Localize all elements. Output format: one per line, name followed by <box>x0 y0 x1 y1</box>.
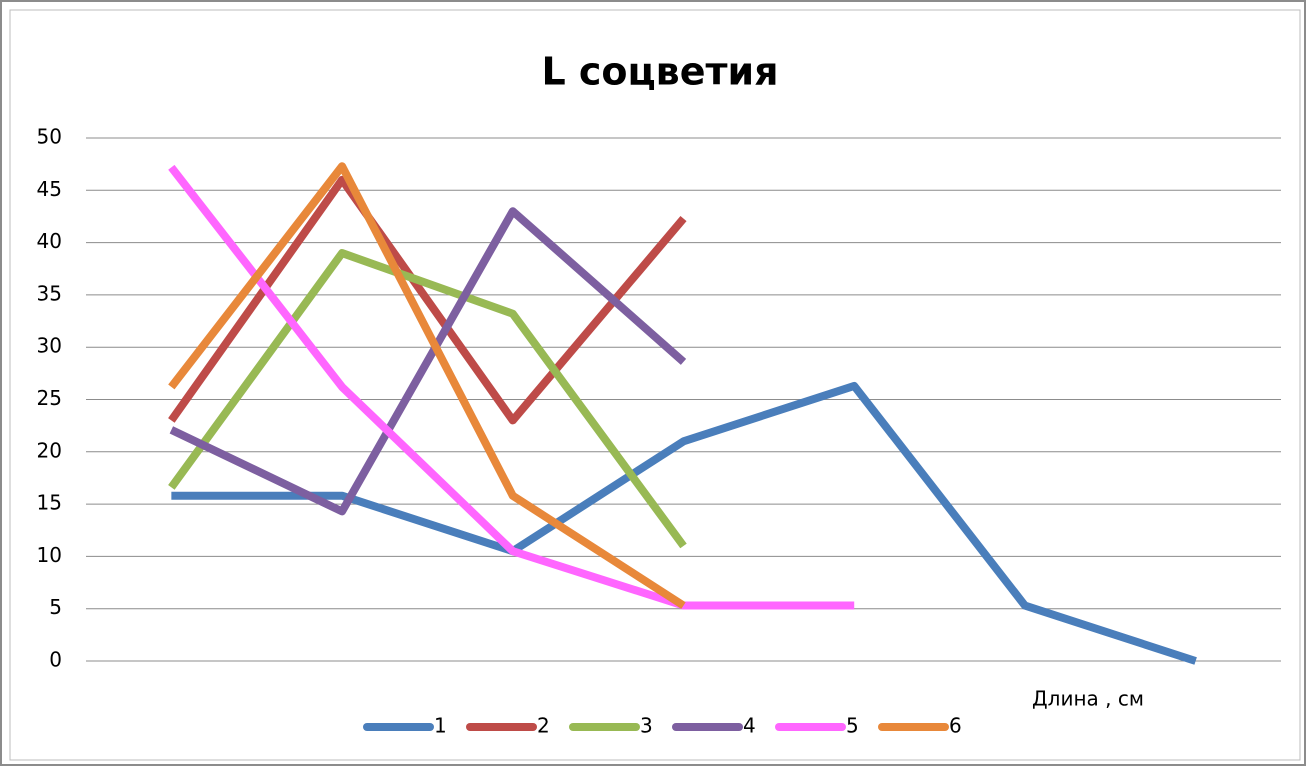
series-line <box>168 162 686 609</box>
y-tick-label: 45 <box>37 177 62 201</box>
y-tick-label: 5 <box>49 595 62 619</box>
legend-label: 1 <box>434 714 447 738</box>
y-tick-label: 0 <box>49 648 62 672</box>
y-tick-label: 10 <box>37 543 62 567</box>
y-tick-label: 20 <box>37 438 62 462</box>
y-tick-label: 15 <box>37 491 62 515</box>
y-tick-label: 40 <box>37 229 62 253</box>
y-tick-label: 25 <box>37 386 62 410</box>
y-tick-label: 30 <box>37 334 62 358</box>
chart-title: L соцветия <box>541 50 778 94</box>
legend-label: 2 <box>537 714 550 738</box>
series-line <box>168 249 687 549</box>
legend-label: 4 <box>743 714 756 738</box>
legend-label: 6 <box>949 714 962 738</box>
chart-frame <box>9 9 1301 761</box>
series-line <box>171 381 1197 665</box>
series-line <box>168 164 855 610</box>
series-line <box>168 175 687 425</box>
y-tick-label: 50 <box>37 125 62 149</box>
legend-label: 5 <box>846 714 859 738</box>
series-line <box>169 207 687 516</box>
y-tick-label: 35 <box>37 281 62 305</box>
x-axis-label: Длина , см <box>1032 687 1144 711</box>
legend-label: 3 <box>640 714 653 738</box>
